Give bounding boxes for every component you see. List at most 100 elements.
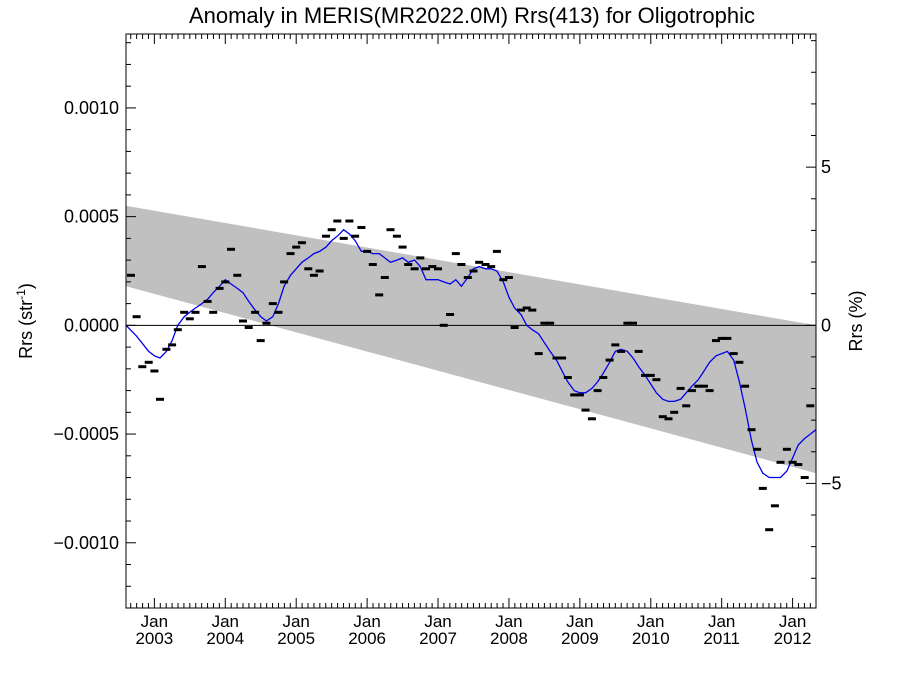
data-point xyxy=(215,286,224,290)
data-point xyxy=(180,310,189,314)
data-point xyxy=(351,234,360,238)
x-tick-month-label: Jan xyxy=(212,612,239,631)
x-tick-year-label: 2009 xyxy=(561,629,599,648)
data-point xyxy=(127,273,135,277)
data-point xyxy=(670,410,679,414)
data-point xyxy=(492,249,501,253)
right-y-axis-label: Rrs (%) xyxy=(846,291,866,352)
data-point xyxy=(304,267,313,271)
data-point xyxy=(168,343,177,347)
data-point xyxy=(227,247,235,251)
x-tick-month-label: Jan xyxy=(424,612,451,631)
data-point xyxy=(629,321,637,325)
data-point xyxy=(256,339,265,343)
data-point xyxy=(676,386,685,390)
data-point xyxy=(806,404,815,408)
data-point xyxy=(233,273,242,277)
data-point xyxy=(315,269,324,273)
x-tick-month-label: Jan xyxy=(708,612,735,631)
data-point xyxy=(439,323,448,327)
data-point xyxy=(540,321,549,325)
right-y-axis: 5 0 −5 xyxy=(806,40,842,579)
data-point xyxy=(422,267,430,271)
data-point xyxy=(758,486,767,490)
x-tick-year-label: 2004 xyxy=(206,629,244,648)
data-point xyxy=(173,328,182,332)
smoothed-line-layer xyxy=(125,228,817,479)
x-tick-month-label: Jan xyxy=(637,612,664,631)
data-point xyxy=(499,278,508,282)
data-point xyxy=(138,365,147,369)
data-point xyxy=(788,460,797,464)
data-point xyxy=(517,308,525,312)
data-point xyxy=(280,280,289,284)
data-point xyxy=(747,428,756,432)
data-point xyxy=(770,504,779,508)
data-point xyxy=(322,234,330,238)
data-point xyxy=(286,252,295,256)
data-point xyxy=(156,397,164,401)
data-point xyxy=(162,347,171,351)
x-tick-year-label: 2011 xyxy=(703,629,740,648)
x-tick-year-label: 2007 xyxy=(419,629,457,648)
data-point xyxy=(641,373,650,377)
data-point xyxy=(239,319,247,323)
data-point xyxy=(664,417,673,421)
data-point xyxy=(197,265,206,269)
right-tick-label: −5 xyxy=(821,473,842,493)
data-point xyxy=(386,228,395,232)
data-point xyxy=(339,236,348,240)
data-point xyxy=(410,267,419,271)
data-point xyxy=(274,310,283,314)
x-tick-year-label: 2005 xyxy=(277,629,315,648)
data-point xyxy=(694,384,703,388)
data-point xyxy=(392,234,401,238)
data-point xyxy=(729,352,738,356)
data-point xyxy=(717,336,726,340)
x-tick-year-label: 2008 xyxy=(490,629,528,648)
x-tick-month-label: Jan xyxy=(353,612,380,631)
data-point xyxy=(345,219,354,223)
x-tick-year-label: 2010 xyxy=(632,629,670,648)
data-point xyxy=(297,241,306,245)
left-tick-label: −0.0005 xyxy=(53,424,119,444)
data-point xyxy=(434,267,442,271)
left-y-axis-label-base: Rrs (str xyxy=(16,300,36,359)
data-point xyxy=(333,219,342,223)
grey-band-layer xyxy=(126,205,816,474)
data-point xyxy=(446,313,455,316)
data-point xyxy=(416,256,425,260)
data-point xyxy=(776,460,785,464)
data-point xyxy=(652,378,661,382)
data-point xyxy=(575,393,584,397)
data-point xyxy=(563,376,572,379)
left-y-axis-label: Rrs (str-1) xyxy=(14,283,36,359)
data-point xyxy=(475,260,484,264)
data-point xyxy=(623,321,632,325)
data-point xyxy=(765,528,774,532)
chart-title-group: Anomaly in MERIS(MR2022.0M) Rrs(413) for… xyxy=(189,3,755,28)
data-point xyxy=(262,321,271,325)
data-point xyxy=(504,276,513,279)
data-point xyxy=(209,310,218,314)
x-tick-month-label: Jan xyxy=(779,612,806,631)
data-point xyxy=(357,226,366,229)
data-point xyxy=(741,384,750,388)
data-point xyxy=(735,360,744,364)
data-point xyxy=(268,302,277,306)
left-tick-label: 0.0005 xyxy=(64,207,119,227)
left-y-axis: 0.0010 0.0005 0.0000 −0.0005 −0.0010 xyxy=(53,42,136,587)
data-point xyxy=(534,352,543,356)
data-point xyxy=(398,245,407,249)
data-point xyxy=(428,265,437,269)
grey-band xyxy=(126,205,816,474)
data-point xyxy=(487,265,496,269)
data-point xyxy=(700,384,708,388)
data-point xyxy=(510,326,519,329)
data-points-layer xyxy=(127,219,815,532)
data-point xyxy=(380,276,389,279)
right-tick-label: 0 xyxy=(821,315,831,335)
x-tick-year-label: 2006 xyxy=(348,629,386,648)
data-point xyxy=(457,263,466,266)
x-tick-month-label: Jan xyxy=(566,612,593,631)
